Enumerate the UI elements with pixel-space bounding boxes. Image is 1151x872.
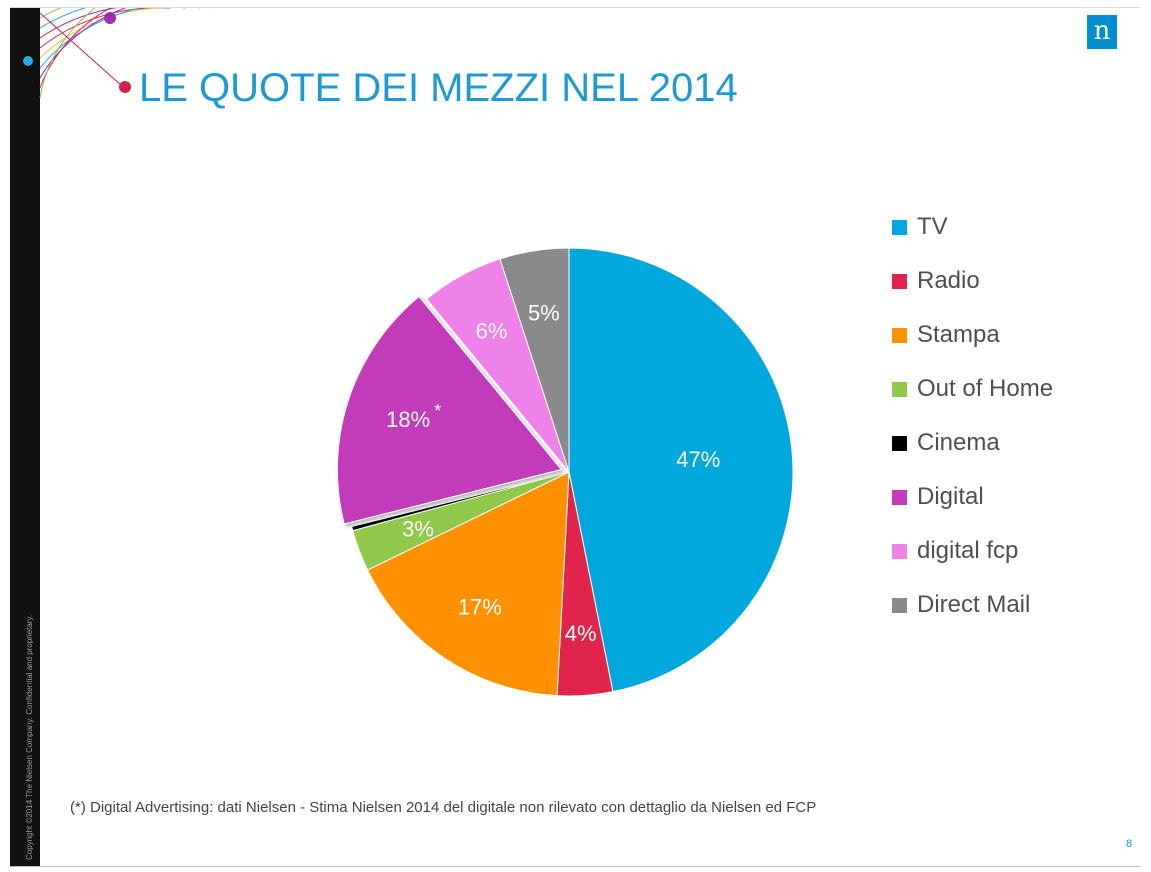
pie-slice-digital bbox=[336, 295, 563, 525]
data-label-stampa: 17% bbox=[458, 594, 502, 619]
page-title: LE QUOTE DEI MEZZI NEL 2014 bbox=[139, 66, 738, 110]
legend-swatch bbox=[892, 597, 907, 613]
data-label-asterisk-digital: * bbox=[434, 401, 441, 421]
chart-legend: TV Radio Stampa Out of Home Cinema Digital dig… bbox=[892, 200, 1053, 632]
legend-swatch bbox=[892, 327, 907, 343]
data-label-out-of-home: 3% bbox=[402, 517, 434, 542]
pie-chart: 47% 4% 17% 3% 18% * 6% 5% bbox=[336, 247, 794, 697]
legend-label: TV bbox=[917, 213, 948, 240]
data-label-digital-fcp: 6% bbox=[476, 319, 508, 344]
data-label-radio: 4% bbox=[565, 621, 597, 646]
legend-label: Direct Mail bbox=[917, 591, 1031, 618]
legend-swatch bbox=[892, 381, 907, 397]
top-divider bbox=[10, 7, 1140, 8]
legend-swatch bbox=[892, 489, 907, 505]
pie-slice-tv bbox=[568, 247, 794, 693]
data-label-direct-mail: 5% bbox=[528, 301, 560, 326]
nielsen-logo: n bbox=[1087, 15, 1117, 49]
legend-label: digital fcp bbox=[917, 537, 1019, 564]
legend-item-cinema: Cinema bbox=[892, 416, 1053, 470]
copyright-text: Copyright ©2014 The Nielsen Company. Con… bbox=[25, 614, 34, 860]
legend-swatch bbox=[892, 435, 907, 451]
legend-item-digital: Digital bbox=[892, 470, 1053, 524]
legend-item-stampa: Stampa bbox=[892, 308, 1053, 362]
left-brand-bar bbox=[10, 8, 40, 866]
footnote: (*) Digital Advertising: dati Nielsen - … bbox=[70, 799, 817, 816]
legend-swatch bbox=[892, 543, 907, 559]
legend-label: Stampa bbox=[917, 321, 1000, 348]
legend-item-direct-mail: Direct Mail bbox=[892, 578, 1053, 632]
title-bullet bbox=[119, 81, 131, 93]
legend-item-radio: Radio bbox=[892, 254, 1053, 308]
pie-slice-direct-mail bbox=[499, 247, 570, 473]
legend-label: Cinema bbox=[917, 429, 1000, 456]
legend-swatch bbox=[892, 219, 907, 235]
legend-item-tv: TV bbox=[892, 200, 1053, 254]
legend-swatch bbox=[892, 273, 907, 289]
legend-label: Digital bbox=[917, 483, 984, 510]
pie-slice-cinema bbox=[351, 471, 570, 532]
legend-item-digital-fcp: digital fcp bbox=[892, 524, 1053, 578]
legend-item-out-of-home: Out of Home bbox=[892, 362, 1053, 416]
data-label-digital: 18% bbox=[386, 407, 430, 432]
legend-label: Radio bbox=[917, 267, 980, 294]
pie-slice-stampa bbox=[366, 471, 570, 697]
data-label-tv: 47% bbox=[676, 447, 720, 472]
bottom-divider bbox=[10, 866, 1140, 867]
page-number: 8 bbox=[1126, 838, 1133, 850]
decorative-arcs bbox=[23, 8, 230, 99]
legend-label: Out of Home bbox=[917, 375, 1054, 402]
